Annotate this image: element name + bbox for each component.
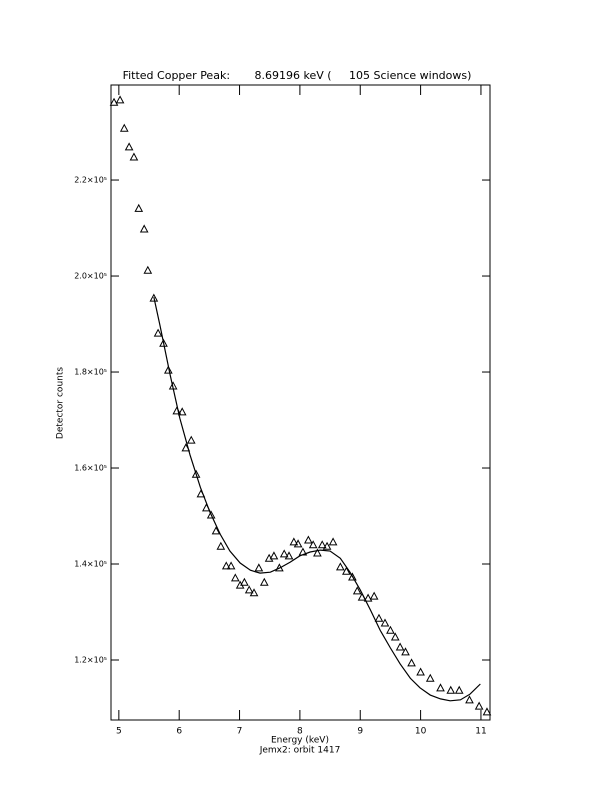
data-point	[134, 203, 144, 212]
data-point	[465, 695, 474, 704]
caption: Jemx2: orbit 1417	[259, 746, 341, 756]
data-point	[109, 97, 119, 106]
data-point	[163, 365, 173, 374]
data-point	[369, 591, 379, 600]
y-tick-label: 1.4×10⁵	[74, 560, 107, 569]
data-point	[425, 673, 435, 682]
data-point	[159, 338, 168, 347]
y-axis-label: Detector counts	[56, 367, 66, 439]
data-point	[230, 573, 240, 582]
y-tick-label: 2.0×10⁵	[74, 272, 107, 281]
data-point	[226, 561, 236, 570]
data-point	[342, 566, 351, 575]
data-point	[153, 328, 163, 337]
data-point	[317, 540, 327, 549]
data-point	[446, 685, 456, 694]
data-point	[482, 707, 492, 716]
data-point	[279, 549, 289, 558]
fit-line	[153, 297, 481, 702]
y-tick-label: 1.6×10⁵	[74, 464, 107, 473]
data-point	[313, 548, 322, 557]
data-point	[191, 469, 201, 478]
data-point	[322, 541, 332, 550]
data-point	[244, 585, 254, 594]
data-point	[269, 551, 279, 560]
data-point	[380, 618, 390, 627]
x-tick-label: 10	[415, 727, 427, 737]
data-point	[284, 551, 294, 560]
data-point	[143, 265, 153, 274]
data-point	[401, 647, 410, 656]
data-point	[304, 535, 313, 544]
data-point	[348, 572, 357, 581]
data-point	[221, 561, 231, 570]
data-point	[289, 537, 299, 546]
x-tick-label: 6	[176, 727, 182, 737]
data-point	[129, 152, 139, 161]
y-tick-label: 2.2×10⁵	[74, 176, 107, 185]
data-point	[436, 683, 445, 692]
x-axis-label: Energy (keV)	[271, 736, 329, 746]
chart-title: Fitted Copper Peak: 8.69196 keV ( 105 Sc…	[123, 69, 472, 82]
data-point	[211, 526, 221, 535]
plot-frame	[110, 84, 491, 721]
data-point	[124, 142, 134, 151]
data-point	[149, 293, 159, 302]
data-point	[240, 577, 249, 586]
x-tick-label: 7	[237, 727, 243, 737]
data-point	[335, 562, 345, 571]
data-point	[328, 537, 338, 546]
data-point	[293, 539, 303, 548]
data-point	[474, 701, 484, 710]
data-point	[374, 613, 384, 622]
y-tick-label: 1.2×10⁵	[74, 656, 107, 665]
data-point	[363, 593, 373, 602]
data-point	[139, 224, 149, 233]
x-tick-label: 11	[475, 727, 486, 737]
x-tick-label: 9	[357, 727, 363, 737]
data-point	[395, 642, 405, 651]
data-point	[352, 586, 362, 595]
data-point	[186, 435, 196, 444]
data-point	[386, 625, 395, 634]
data-point	[115, 95, 125, 104]
data-point	[259, 577, 269, 586]
data-point	[390, 632, 400, 641]
data-point	[407, 658, 416, 667]
data-point	[119, 123, 129, 132]
data-point	[177, 407, 187, 416]
data-point	[454, 685, 464, 694]
data-point	[216, 541, 226, 550]
data-point	[249, 588, 259, 597]
data-point	[308, 540, 318, 549]
data-point	[254, 563, 264, 572]
x-tick-label: 5	[116, 727, 122, 737]
data-point	[416, 667, 425, 676]
data-point	[206, 510, 216, 519]
x-tick-label: 8	[297, 727, 303, 737]
y-tick-label: 1.8×10⁵	[74, 368, 107, 377]
